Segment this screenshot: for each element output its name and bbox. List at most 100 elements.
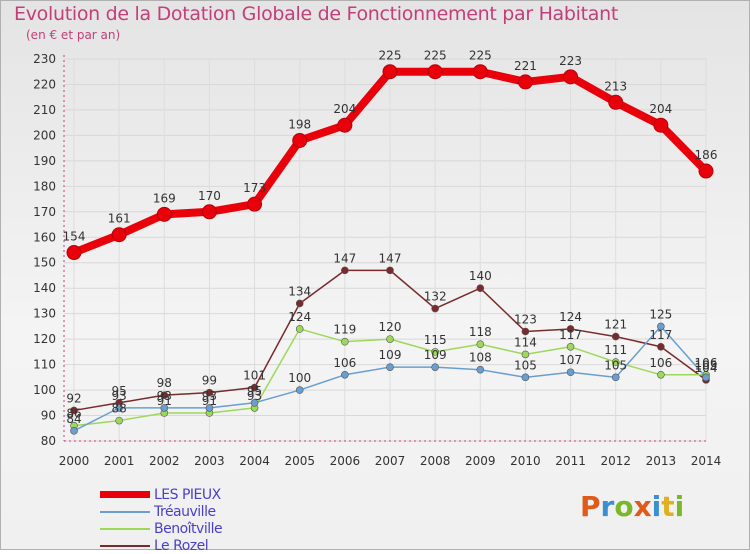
data-point [386, 363, 394, 371]
data-label: 186 [695, 148, 718, 162]
x-tick-label: 2013 [646, 454, 677, 468]
data-label: 99 [202, 374, 217, 388]
data-label: 88 [112, 402, 127, 416]
y-tick-label: 160 [33, 230, 56, 244]
data-point [657, 342, 665, 351]
data-point [608, 94, 624, 110]
data-point [521, 327, 530, 336]
x-tick-label: 2005 [284, 454, 315, 468]
data-label: 86 [66, 407, 81, 421]
data-point [156, 206, 172, 222]
y-tick-label: 140 [33, 281, 56, 295]
data-point [472, 64, 488, 80]
data-label: 213 [604, 79, 627, 93]
legend-swatch [100, 527, 150, 530]
data-point [70, 406, 78, 415]
legend-item-treauville: Tréauville [100, 503, 222, 520]
data-label: 93 [247, 389, 262, 403]
data-label: 91 [202, 394, 217, 408]
data-label: 92 [66, 391, 81, 405]
data-point [476, 284, 485, 293]
data-label: 169 [153, 191, 176, 205]
data-label: 147 [333, 251, 356, 265]
data-label: 105 [514, 358, 537, 372]
data-point [205, 404, 214, 412]
data-point [386, 335, 394, 343]
data-label: 93 [202, 389, 217, 403]
x-tick-label: 2012 [600, 454, 631, 468]
logo-letter: r [600, 490, 615, 523]
legend-item-le-rozel: Le Rozel [100, 537, 222, 554]
data-point [201, 204, 217, 220]
logo-letter: x [633, 490, 652, 523]
data-label: 204 [333, 102, 356, 116]
data-label: 225 [379, 49, 402, 63]
legend-swatch [100, 510, 150, 513]
data-point [295, 325, 304, 333]
data-point [70, 427, 78, 435]
y-tick-label: 220 [33, 77, 56, 91]
data-point [476, 340, 485, 349]
data-label: 95 [112, 384, 127, 398]
data-point [160, 404, 169, 412]
data-point [521, 373, 530, 382]
data-label: 161 [108, 212, 131, 226]
data-label: 173 [243, 181, 266, 195]
y-tick-label: 110 [33, 358, 56, 372]
chart-subtitle: (en € et par an) [26, 28, 121, 42]
data-label: 121 [604, 318, 627, 332]
y-tick-label: 200 [33, 128, 56, 142]
y-tick-label: 130 [33, 307, 56, 321]
x-tick-label: 2009 [465, 454, 496, 468]
x-tick-label: 2006 [330, 454, 361, 468]
data-label: 198 [288, 117, 311, 131]
y-tick-label: 210 [33, 103, 56, 117]
data-point [292, 132, 308, 148]
data-label: 115 [424, 333, 447, 347]
data-point [427, 64, 443, 80]
legend: LES PIEUX Tréauville Benoîtville Le Roze… [100, 486, 223, 554]
y-tick-label: 180 [33, 179, 56, 193]
data-label: 95 [247, 384, 262, 398]
data-point [702, 373, 710, 382]
y-tick-label: 80 [41, 434, 56, 448]
logo-letter: o [614, 490, 634, 523]
x-tick-label: 2004 [239, 454, 270, 468]
data-label: 170 [198, 189, 221, 203]
data-point [611, 332, 620, 341]
data-point [431, 363, 439, 371]
data-point [386, 266, 394, 275]
data-label: 225 [469, 49, 492, 63]
data-label: 108 [469, 351, 492, 365]
data-label: 106 [649, 356, 672, 370]
data-point [341, 266, 349, 275]
data-label: 120 [379, 320, 402, 334]
x-tick-label: 2011 [555, 454, 586, 468]
data-label: 114 [514, 335, 537, 349]
x-tick-label: 2008 [420, 454, 451, 468]
data-point [341, 337, 349, 346]
data-label: 107 [559, 353, 582, 367]
x-tick-label: 2001 [104, 454, 135, 468]
y-tick-label: 190 [33, 154, 56, 168]
y-tick-label: 90 [41, 409, 56, 423]
logo-letter: i [651, 490, 662, 523]
data-point [521, 350, 530, 359]
data-label: 105 [604, 358, 627, 372]
data-label: 225 [424, 49, 447, 63]
legend-label: Le Rozel [154, 537, 209, 554]
data-label: 134 [288, 284, 311, 298]
data-point [431, 348, 439, 356]
x-tick-label: 2000 [59, 454, 90, 468]
y-tick-label: 170 [33, 205, 56, 219]
data-label: 132 [424, 290, 447, 304]
data-point [563, 69, 579, 85]
data-point [111, 227, 127, 243]
data-point [160, 391, 169, 399]
data-point [566, 342, 575, 351]
logo-letter: t [661, 490, 675, 523]
x-tick-label: 2002 [149, 454, 180, 468]
logo-letter: P [580, 490, 601, 523]
data-label: 84 [66, 412, 81, 426]
